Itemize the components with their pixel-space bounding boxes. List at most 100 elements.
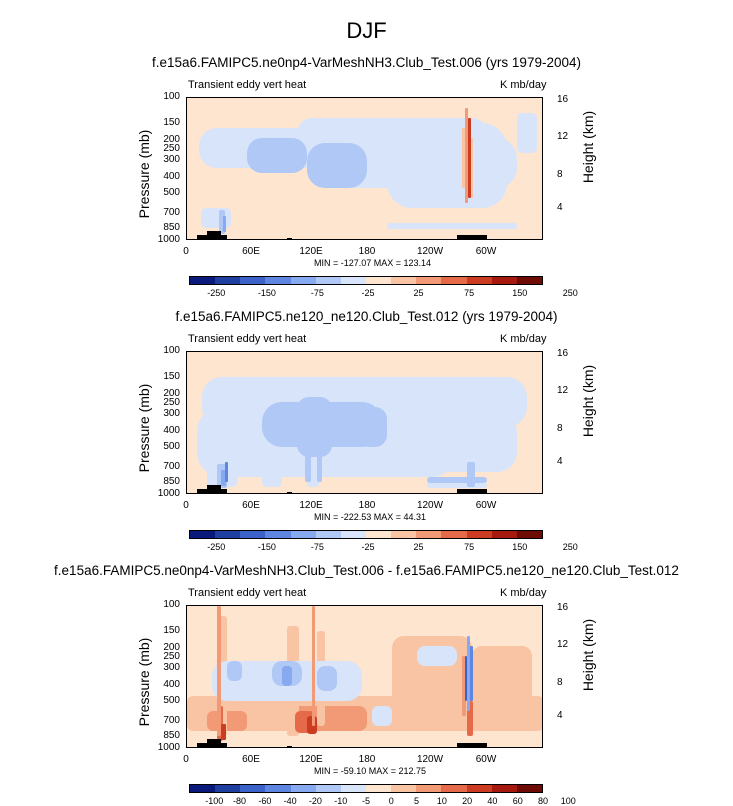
- contour-region: [465, 108, 468, 203]
- y-tick-label: 1000: [157, 742, 180, 753]
- y-tick-label: 100: [163, 91, 180, 102]
- contour-region: [227, 661, 242, 681]
- colorbar-swatch: [416, 531, 442, 538]
- colorbar-label: 10: [436, 796, 447, 806]
- colorbar-label: -75: [310, 542, 324, 552]
- colorbar-swatch: [340, 531, 366, 538]
- y-tick-label: 250: [163, 397, 180, 408]
- y2-tick-label: 16: [557, 348, 569, 359]
- colorbar-swatch: [491, 531, 517, 538]
- min-max-label: MIN = -222.53 MAX = 44.31: [314, 512, 427, 522]
- contour-svg: [187, 352, 542, 493]
- x-tick-label: 180: [358, 754, 376, 765]
- y-tick-label: 250: [163, 651, 180, 662]
- colorbar-label: -250: [207, 288, 226, 298]
- colorbar-label: -100: [205, 796, 224, 806]
- colorbar-swatch: [491, 277, 517, 284]
- contour-region: [317, 666, 337, 691]
- colorbar-swatch: [516, 785, 542, 792]
- contour-region: [307, 143, 367, 188]
- contour-region: [297, 397, 332, 457]
- colorbar-swatch: [516, 277, 542, 284]
- y2-tick-label: 16: [557, 94, 569, 105]
- contour-region: [427, 477, 487, 483]
- colorbar-swatch: [340, 785, 366, 792]
- contour-region: [387, 223, 517, 229]
- contour-region: [470, 646, 473, 701]
- contour-region: [282, 666, 292, 686]
- contour-region: [417, 412, 517, 472]
- y2-axis-title: Height (km): [580, 618, 596, 692]
- y-tick-label: 500: [163, 187, 180, 198]
- y2-axis-title: Height (km): [580, 364, 596, 438]
- y-tick-label: 700: [163, 461, 180, 472]
- contour-region: [221, 470, 226, 486]
- colorbar-label: 75: [464, 542, 475, 552]
- colorbar-swatch: [466, 785, 492, 792]
- colorbar-swatch: [215, 531, 241, 538]
- page-title: DJF: [346, 18, 387, 43]
- contour-region: [223, 216, 226, 232]
- y-tick-label: 300: [163, 662, 180, 673]
- topography-island: [287, 746, 292, 747]
- contour-region: [462, 128, 465, 188]
- y2-tick-label: 12: [557, 131, 569, 142]
- colorbar-label: -150: [257, 542, 276, 552]
- colorbar-swatch: [466, 277, 492, 284]
- colorbar-swatch: [190, 785, 216, 792]
- colorbar-label: 25: [413, 288, 424, 298]
- colorbar-label: -75: [310, 288, 324, 298]
- contour-svg: [187, 98, 542, 239]
- contour-svg: [187, 606, 542, 747]
- x-tick-label: 60W: [475, 246, 497, 257]
- y-tick-label: 150: [163, 371, 180, 382]
- y-tick-label: 850: [163, 222, 180, 233]
- y-tick-label: 500: [163, 695, 180, 706]
- min-max-label: MIN = -127.07 MAX = 123.14: [314, 258, 432, 268]
- panel-title: f.e15a6.FAMIPC5.ne120_ne120.Club_Test.01…: [175, 309, 558, 324]
- colorbar-swatch: [391, 785, 417, 792]
- y2-tick-label: 16: [557, 602, 569, 613]
- contour-region: [312, 606, 315, 726]
- contour-region: [221, 724, 226, 740]
- colorbar-swatch: [290, 277, 316, 284]
- y-tick-label: 150: [163, 625, 180, 636]
- colorbar-label: -250: [207, 542, 226, 552]
- y-axis-title: Pressure (mb): [136, 637, 152, 727]
- colorbar-swatch: [315, 531, 341, 538]
- x-tick-label: 60E: [242, 754, 260, 765]
- y-tick-label: 400: [163, 425, 180, 436]
- y-axis-title: Pressure (mb): [136, 129, 152, 219]
- colorbar-label: 250: [562, 542, 578, 552]
- x-tick-label: 60W: [475, 500, 497, 511]
- y-tick-label: 200: [163, 388, 180, 399]
- y-tick-label: 700: [163, 715, 180, 726]
- colorbar-swatch: [491, 785, 517, 792]
- topography-island: [287, 492, 292, 493]
- topography-andes: [457, 235, 487, 239]
- contour-region: [417, 646, 457, 666]
- topography-africa: [207, 739, 221, 747]
- y2-tick-label: 12: [557, 385, 569, 396]
- contour-region: [305, 422, 311, 482]
- colorbar: [189, 276, 543, 285]
- y-tick-label: 300: [163, 408, 180, 419]
- colorbar-swatch: [516, 531, 542, 538]
- contour-region: [272, 153, 292, 171]
- y-tick-label: 1000: [157, 488, 180, 499]
- y-tick-label: 100: [163, 345, 180, 356]
- colorbar-label: -25: [361, 288, 375, 298]
- y-tick-label: 700: [163, 207, 180, 218]
- panel-title: f.e15a6.FAMIPC5.ne0np4-VarMeshNH3.Club_T…: [54, 563, 679, 578]
- contour-plot: [186, 605, 543, 748]
- colorbar-label: 75: [464, 288, 475, 298]
- y-tick-label: 500: [163, 441, 180, 452]
- y-tick-label: 200: [163, 134, 180, 145]
- colorbar-swatch: [365, 785, 392, 792]
- topography-africa: [207, 231, 221, 239]
- y-tick-label: 300: [163, 154, 180, 165]
- x-tick-label: 120E: [299, 754, 323, 765]
- topography-island: [287, 238, 292, 239]
- y2-tick-label: 4: [557, 202, 563, 213]
- y2-tick-label: 4: [557, 710, 563, 721]
